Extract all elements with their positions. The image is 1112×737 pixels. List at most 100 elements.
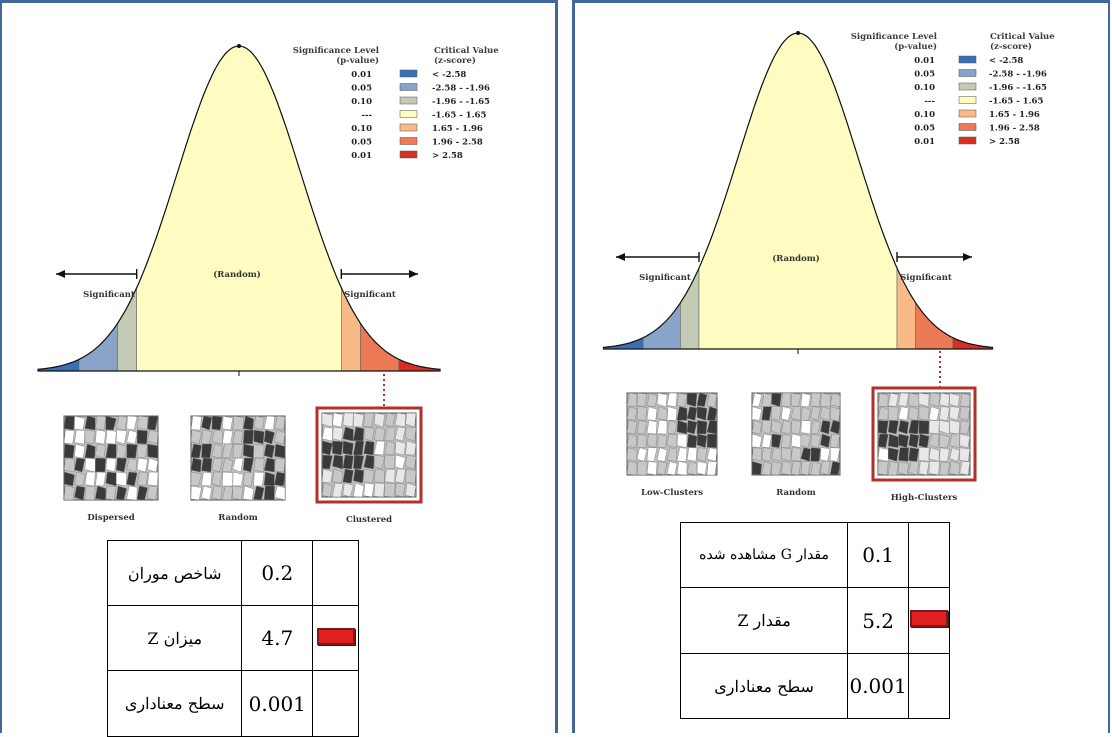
map-polygon [243,471,254,487]
table-row: میزان Z 4.7 [106,605,359,671]
map-polygon [384,440,396,456]
map-polygon [646,447,658,462]
map-polygon [353,482,364,498]
map-polygon [959,406,971,421]
map-polygon [126,457,138,473]
map-polygon [666,447,678,462]
map-polygon [136,415,148,431]
map-polygon [321,440,333,456]
map-polygon [74,415,86,431]
map-polygon [373,440,385,456]
left-results-table: شاخص موران 0.2 میزان Z 4.7 سطح معناداری … [106,540,359,737]
map-polygon [820,433,831,448]
left-arrow-head [56,270,65,278]
map-polygon [781,420,792,435]
map-polygon [63,429,75,445]
map-polygon [116,457,127,473]
map-polygon [190,415,202,431]
map-polygon [790,447,802,462]
map-polygon [274,415,286,431]
legend-pvalue: 0.10 [351,124,372,134]
legend-pvalue: 0.10 [351,97,372,107]
map-polygon [201,471,213,487]
marker-cell [312,670,359,737]
map-polygon [222,485,233,501]
map-polygon [190,443,202,459]
legend-swatch [958,96,977,104]
map-polygon [820,420,831,435]
map-polygon [790,420,802,435]
map-polygon [898,447,909,462]
significance-value: 0.001 [241,670,314,737]
map-polygon [706,433,718,448]
map-polygon [74,457,86,473]
legend-zscore: > 2.58 [989,137,1020,147]
map-polygon [147,415,159,431]
map-polygon [800,406,811,421]
map-polygon [829,433,841,448]
map-polygon [136,457,148,473]
legend-pvalue: 0.01 [914,56,935,66]
map-polygon [84,471,96,487]
right-panel: Significant Significant (Random) Significan… [572,0,1110,733]
map-polygon [136,429,148,445]
map-polygon [959,392,971,407]
map-polygon [405,482,417,498]
map-polygon [190,457,202,473]
map-polygon [405,454,417,470]
legend-pvalue: 0.05 [351,84,372,94]
map-polygon [211,429,223,445]
map-polygon [384,482,396,498]
legend-zscore: -2.58 - -1.96 [989,70,1047,80]
legend-zscore: -1.65 - 1.65 [432,111,486,121]
map-polygon [332,412,344,428]
map-polygon [274,443,286,459]
map-polygon [363,468,375,484]
map-polygon [908,406,920,421]
map-polygon [363,482,375,498]
map-polygon [918,433,930,448]
map-polygon [190,429,202,445]
map-polygon [928,392,940,407]
map-polygon [761,420,772,435]
map-polygon [656,447,668,462]
map-polygon [771,406,782,421]
map-polygon [928,433,940,448]
map-polygon [898,392,909,407]
map-polygon [939,461,950,476]
map-polygon [656,461,668,476]
map-polygon [394,468,406,484]
map-polygon [751,447,762,462]
map-polygon [751,420,763,435]
map-polygon [646,461,658,476]
map-polygon [761,461,772,476]
map-polygon [63,485,75,501]
legend-zscore: -1.96 - -1.65 [989,83,1047,93]
map-polygon [116,429,127,445]
map-polygon [394,482,406,498]
observed-g-value: 0.1 [847,522,910,588]
map-polygon [898,433,909,448]
map-polygon [242,415,254,431]
map-polygon [761,406,772,421]
map-polygon [829,392,841,407]
map-polygon [636,433,648,448]
map-polygon [63,471,75,487]
map-polygon [887,461,899,476]
map-polygon [253,471,265,487]
map-high-clusters [871,386,977,482]
map-random [190,415,286,501]
map-polygon [751,433,763,448]
map-polygon [84,485,96,501]
map-polygon [263,471,275,487]
table-row: سطح معناداری 0.001 [106,670,359,737]
map-polygon [201,457,213,473]
map-polygon [706,447,718,462]
map-polygon [342,454,354,470]
legend-level-subheader: (p-value) [894,41,937,52]
map-polygon [918,406,930,421]
map-polygon [771,392,782,407]
map-polygon [820,461,831,476]
map-polygon [211,471,223,487]
map-polygon [332,440,344,456]
